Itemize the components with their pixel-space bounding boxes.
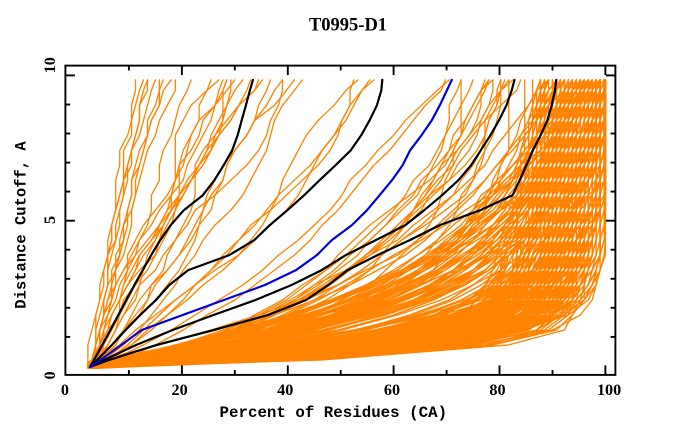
svg-text:T0995-D1: T0995-D1 <box>309 16 387 36</box>
svg-text:0: 0 <box>61 381 69 399</box>
svg-text:5: 5 <box>41 216 59 224</box>
svg-text:100: 100 <box>597 381 621 399</box>
svg-text:0: 0 <box>41 371 59 379</box>
svg-text:80: 80 <box>489 381 505 399</box>
svg-text:Percent of Residues (CA): Percent of Residues (CA) <box>220 404 448 422</box>
svg-text:60: 60 <box>384 381 400 399</box>
svg-text:10: 10 <box>41 57 59 73</box>
svg-text:Distance Cutoff, A: Distance Cutoff, A <box>13 141 31 309</box>
svg-text:20: 20 <box>172 381 188 399</box>
svg-text:40: 40 <box>277 381 293 399</box>
